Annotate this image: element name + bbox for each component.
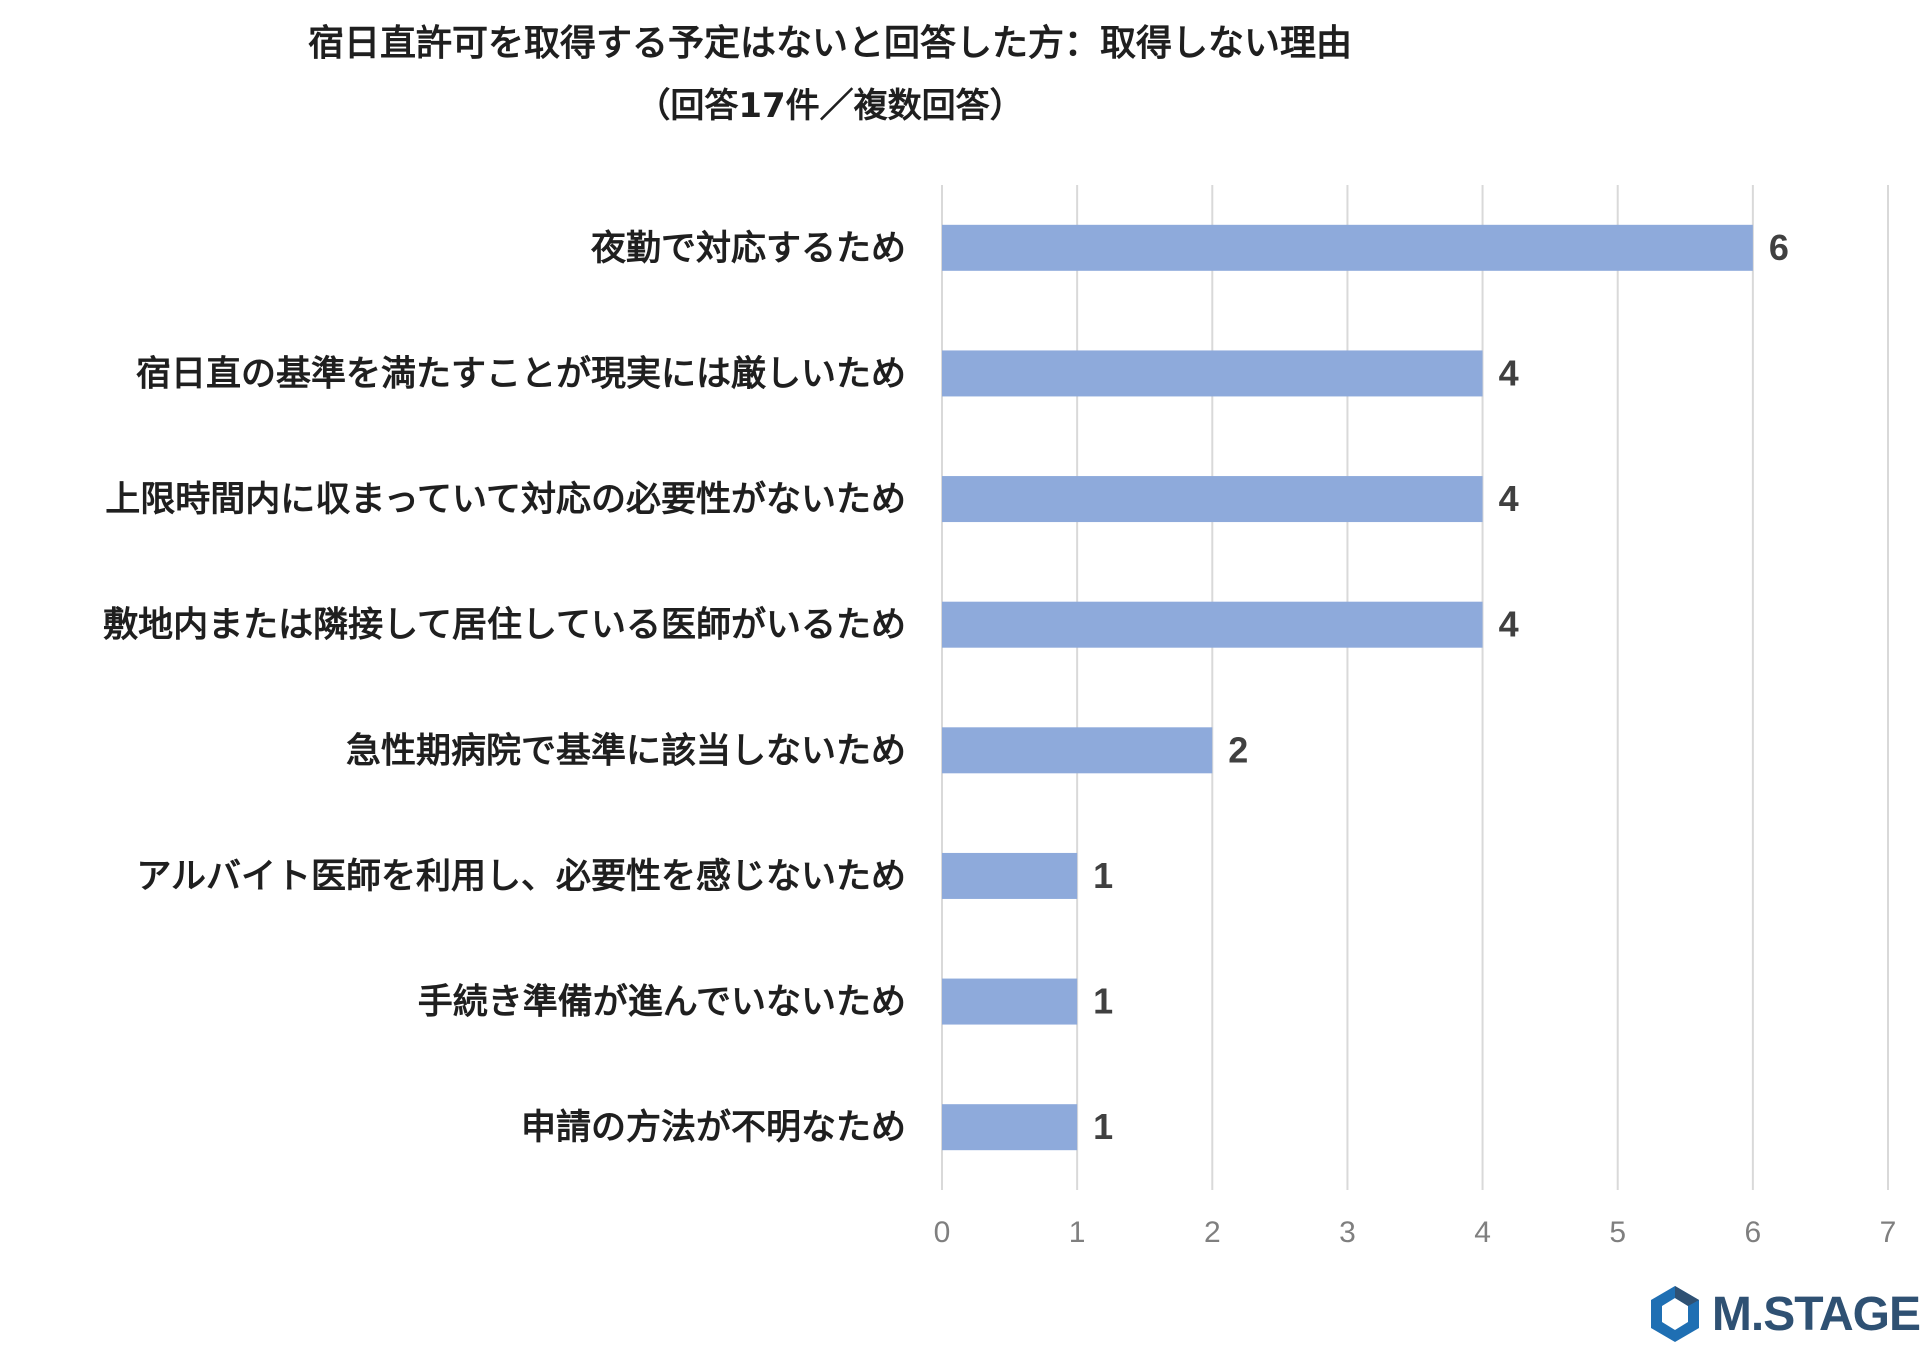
category-label: 申請の方法が不明なため: [521, 1107, 906, 1148]
chart-subtitle: （回答17件／複数回答）: [636, 86, 1024, 126]
category-label: 宿日直の基準を満たすことが現実には厳しいため: [136, 354, 906, 394]
bar: [942, 350, 1483, 397]
data-label: 4: [1499, 604, 1519, 645]
logo-text: M.STAGE: [1711, 1287, 1921, 1341]
bar: [942, 224, 1753, 271]
bar: [942, 852, 1078, 899]
bar-chart: 夜勤で対応するため宿日直の基準を満たすことが現実には厳しいため上限時間内に収まっ…: [103, 185, 1897, 1249]
data-label: 2: [1228, 729, 1248, 770]
category-label: 急性期病院で基準に該当しないため: [346, 731, 906, 771]
x-tick-label: 2: [1204, 1216, 1221, 1249]
x-tick-label: 1: [1069, 1216, 1086, 1249]
x-tick-label: 6: [1745, 1216, 1762, 1249]
category-label: 上限時間内に収まっていて対応の必要性がないため: [105, 480, 906, 520]
data-label: 1: [1093, 1106, 1113, 1147]
x-tick-label: 7: [1880, 1216, 1897, 1249]
data-label: 6: [1769, 227, 1789, 268]
category-label: 敷地内または隣接して居住している医師がいるため: [103, 606, 906, 646]
gridlines: [941, 185, 1889, 1190]
data-labels: 6 4 4 4 2 1 1 1: [1093, 227, 1789, 1147]
data-label: 1: [1093, 855, 1113, 896]
data-label: 1: [1093, 981, 1113, 1022]
x-tick-label: 5: [1609, 1216, 1626, 1249]
x-tick-label: 3: [1339, 1216, 1356, 1249]
bar: [942, 978, 1078, 1025]
x-tick-label: 0: [934, 1216, 951, 1249]
category-labels: 夜勤で対応するため宿日直の基準を満たすことが現実には厳しいため上限時間内に収まっ…: [103, 229, 906, 1148]
category-label: アルバイト医師を利用し、必要性を感じないため: [136, 857, 906, 897]
category-label: 手続き準備が進んでいないため: [418, 983, 906, 1023]
bar: [942, 476, 1483, 523]
data-label: 4: [1499, 352, 1519, 393]
brand-logo: M.STAGE: [1648, 1282, 1921, 1346]
data-label: 4: [1499, 478, 1519, 519]
x-tick-label: 4: [1474, 1216, 1491, 1249]
bar: [942, 601, 1483, 648]
bar: [942, 727, 1213, 774]
bar: [942, 1104, 1078, 1151]
x-axis-ticks: 0 1 2 3 4 5 6 7: [934, 1216, 1897, 1249]
logo-mark-icon: [1650, 1286, 1699, 1342]
chart-title: 宿日直許可を取得する予定はないと回答した方：取得しない理由: [307, 23, 1352, 64]
bars: [942, 224, 1753, 1151]
category-label: 夜勤で対応するため: [590, 229, 906, 269]
